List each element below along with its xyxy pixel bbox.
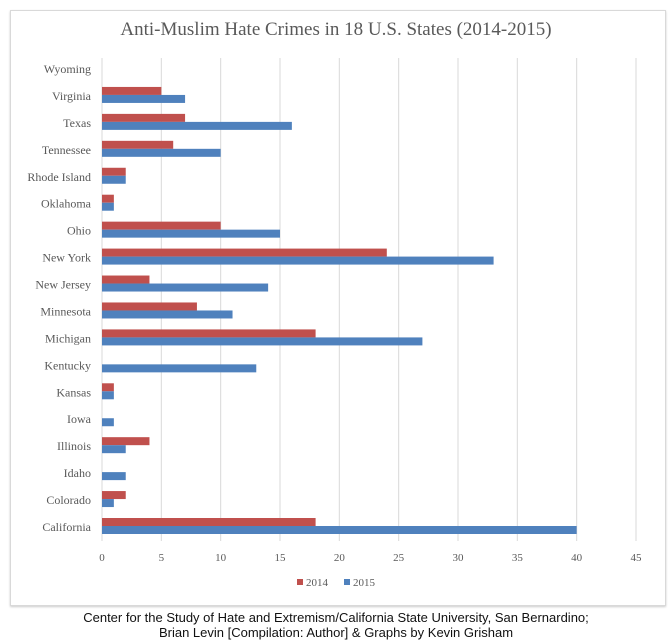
bar-2014-kansas: [102, 383, 114, 392]
bar-2015-michigan: [102, 337, 423, 346]
bar-2015-virginia: [102, 94, 186, 103]
category-label: California: [42, 520, 91, 534]
chart-title: Anti-Muslim Hate Crimes in 18 U.S. State…: [120, 19, 551, 40]
bar-2014-rhode-island: [102, 167, 126, 176]
x-tick-label: 25: [393, 552, 405, 564]
category-label: Iowa: [67, 412, 92, 426]
category-label: Virginia: [52, 89, 92, 103]
bar-2014-new-york: [102, 248, 387, 257]
category-label: New Jersey: [35, 278, 91, 292]
bar-2014-michigan: [102, 329, 316, 338]
bar-chart: Anti-Muslim Hate Crimes in 18 U.S. State…: [27, 19, 643, 589]
x-tick-label: 35: [512, 552, 524, 564]
bar-2015-kansas: [102, 391, 114, 400]
category-label: Texas: [63, 116, 91, 130]
category-label: Ohio: [67, 224, 91, 238]
category-label: Colorado: [46, 493, 91, 507]
x-tick-label: 30: [453, 552, 465, 564]
category-label: New York: [42, 251, 91, 265]
category-label: Minnesota: [40, 304, 91, 318]
x-tick-label: 5: [159, 552, 165, 564]
bar-2014-california: [102, 518, 316, 526]
legend-swatch-2015: [344, 579, 350, 585]
bar-2015-texas: [102, 121, 292, 130]
bar-2015-colorado: [102, 499, 114, 508]
bar-2014-texas: [102, 113, 186, 122]
bar-2015-new-york: [102, 256, 494, 265]
caption-line-2: Brian Levin [Compilation: Author] & Grap…: [158, 625, 514, 640]
bar-2014-colorado: [102, 491, 126, 500]
category-label: Wyoming: [44, 62, 91, 76]
caption-line-1: Center for the Study of Hate and Extremi…: [83, 610, 589, 625]
category-label: Michigan: [45, 331, 91, 345]
bar-2014-minnesota: [102, 302, 197, 311]
bar-2014-tennessee: [102, 140, 174, 149]
category-label: Oklahoma: [41, 197, 92, 211]
bar-2015-california: [102, 526, 577, 534]
legend-label-2015: 2015: [353, 577, 376, 589]
bar-2014-ohio: [102, 221, 221, 230]
category-label: Illinois: [57, 439, 91, 453]
bar-2015-idaho: [102, 472, 126, 481]
x-tick-label: 20: [334, 552, 346, 564]
bar-2014-new-jersey: [102, 275, 150, 284]
x-tick-label: 10: [215, 552, 227, 564]
bar-2015-ohio: [102, 229, 280, 238]
bar-2015-minnesota: [102, 310, 233, 319]
x-tick-label: 45: [631, 552, 643, 564]
category-label: Kansas: [56, 385, 91, 399]
category-label: Tennessee: [42, 143, 91, 157]
x-tick-label: 0: [99, 552, 105, 564]
bar-2014-oklahoma: [102, 194, 114, 203]
category-label: Rhode Island: [27, 170, 91, 184]
category-label: Idaho: [64, 466, 91, 480]
bar-2014-illinois: [102, 437, 150, 446]
category-label: Kentucky: [44, 358, 91, 372]
bar-2015-rhode-island: [102, 175, 126, 184]
bar-2015-kentucky: [102, 364, 257, 373]
bar-2015-tennessee: [102, 148, 221, 157]
x-tick-label: 15: [275, 552, 287, 564]
legend-label-2014: 2014: [306, 577, 329, 589]
legend-swatch-2014: [297, 579, 303, 585]
bar-2015-oklahoma: [102, 202, 114, 211]
x-tick-label: 40: [571, 552, 583, 564]
bar-2015-new-jersey: [102, 283, 269, 292]
bar-2014-virginia: [102, 86, 162, 95]
bar-2015-iowa: [102, 418, 114, 427]
bar-2015-illinois: [102, 445, 126, 454]
